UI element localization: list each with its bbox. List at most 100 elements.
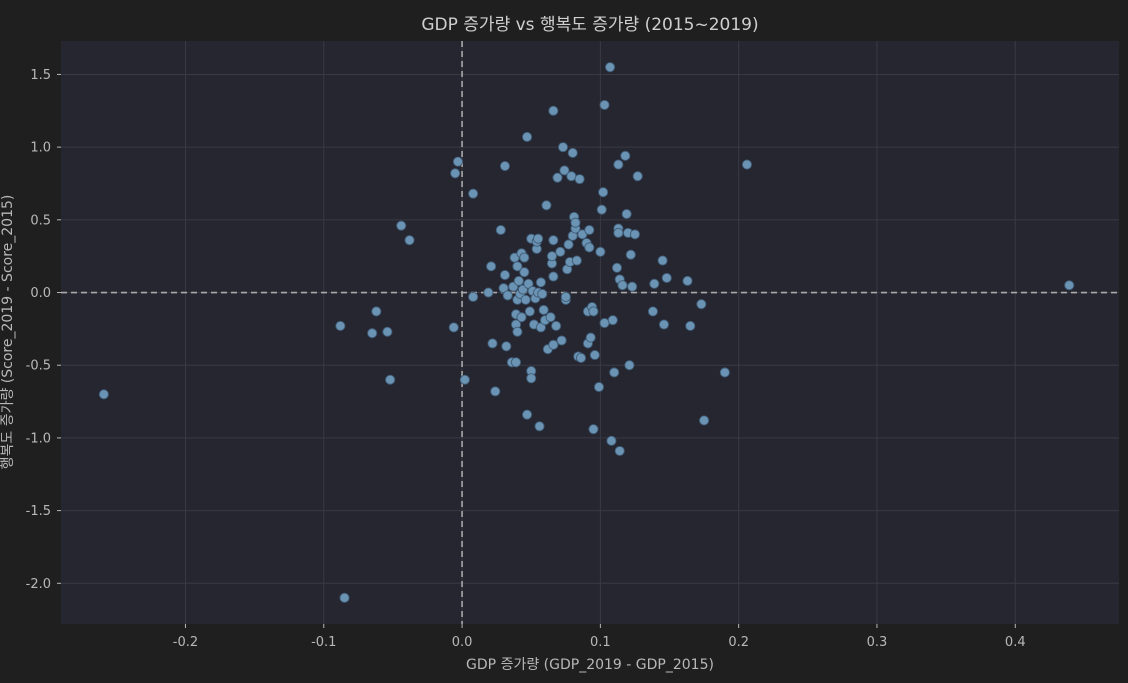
data-point bbox=[584, 224, 595, 236]
data-point bbox=[596, 204, 607, 215]
y-tick-label: -1.5 bbox=[26, 504, 51, 519]
data-point bbox=[519, 252, 530, 263]
y-axis-label: 행복도 증가량 (Score_2019 - Score_2015) bbox=[0, 195, 16, 470]
data-point bbox=[559, 165, 570, 176]
data-point bbox=[574, 174, 585, 185]
data-point bbox=[404, 235, 415, 246]
data-point bbox=[625, 249, 636, 260]
data-points bbox=[98, 62, 1075, 603]
data-point bbox=[385, 374, 396, 385]
data-point bbox=[657, 255, 668, 266]
data-point bbox=[448, 322, 459, 333]
data-point bbox=[487, 338, 498, 349]
data-point bbox=[588, 424, 599, 435]
y-tick-label: 1.0 bbox=[30, 141, 51, 156]
data-point bbox=[595, 246, 606, 257]
data-point bbox=[520, 294, 531, 305]
data-point bbox=[512, 326, 523, 337]
data-point bbox=[570, 217, 581, 228]
data-point bbox=[632, 171, 643, 182]
data-point bbox=[589, 349, 600, 361]
data-point bbox=[606, 435, 617, 446]
x-tick-label: 0.1 bbox=[590, 635, 611, 650]
data-point bbox=[548, 339, 559, 350]
data-point bbox=[620, 150, 631, 161]
data-point bbox=[382, 326, 393, 337]
data-point bbox=[490, 386, 501, 397]
data-point bbox=[566, 171, 577, 182]
data-point bbox=[538, 304, 549, 316]
data-point bbox=[647, 306, 658, 317]
data-point bbox=[483, 287, 494, 298]
reference-lines bbox=[61, 41, 1119, 624]
data-point bbox=[512, 261, 523, 272]
y-tick-label: -2.0 bbox=[26, 577, 51, 592]
data-point bbox=[526, 373, 537, 384]
x-tick-label: 0.4 bbox=[1005, 635, 1026, 650]
data-point bbox=[584, 242, 595, 253]
data-point bbox=[501, 341, 512, 352]
data-point bbox=[627, 281, 638, 292]
data-point bbox=[699, 415, 710, 426]
data-point bbox=[593, 381, 605, 393]
data-point bbox=[682, 275, 693, 286]
data-point bbox=[629, 229, 640, 240]
data-point bbox=[502, 290, 513, 301]
data-point bbox=[557, 142, 569, 153]
data-point bbox=[522, 131, 533, 143]
data-point bbox=[696, 299, 707, 310]
data-point bbox=[533, 233, 544, 244]
data-point bbox=[396, 220, 407, 231]
data-point bbox=[98, 389, 109, 400]
chart-title: GDP 증가량 vs 행복도 증가량 (2015~2019) bbox=[421, 15, 758, 35]
x-axis-label: GDP 증가량 (GDP_2019 - GDP_2015) bbox=[466, 657, 714, 673]
data-point bbox=[499, 270, 510, 281]
data-point bbox=[571, 255, 582, 266]
data-point bbox=[339, 592, 350, 603]
data-point bbox=[599, 99, 610, 111]
data-point bbox=[585, 332, 596, 343]
data-point bbox=[613, 159, 624, 170]
x-tick-label: 0.2 bbox=[728, 635, 749, 650]
data-point bbox=[486, 261, 497, 272]
data-point bbox=[658, 319, 670, 330]
data-point bbox=[609, 367, 620, 378]
x-axis-ticks: -0.2 -0.1 0.0 0.1 0.2 0.3 0.4 bbox=[173, 624, 1026, 650]
y-tick-label: -0.5 bbox=[26, 359, 51, 374]
y-tick-label: -1.0 bbox=[26, 431, 51, 446]
data-point bbox=[621, 208, 632, 220]
data-point bbox=[468, 291, 479, 302]
data-point bbox=[613, 227, 624, 238]
data-point bbox=[371, 306, 382, 317]
data-point bbox=[537, 288, 548, 300]
y-tick-label: 0.5 bbox=[30, 213, 51, 228]
y-tick-label: 1.5 bbox=[30, 68, 51, 83]
data-point bbox=[560, 291, 571, 302]
data-point bbox=[499, 160, 510, 172]
data-point bbox=[555, 246, 566, 257]
data-point bbox=[611, 262, 623, 273]
data-point bbox=[575, 352, 587, 363]
data-point bbox=[1064, 280, 1075, 291]
data-point bbox=[685, 320, 696, 332]
x-tick-label: -0.2 bbox=[173, 635, 198, 650]
data-point bbox=[510, 357, 522, 368]
x-tick-label: 0.3 bbox=[867, 635, 888, 650]
data-point bbox=[614, 445, 625, 457]
data-point bbox=[563, 239, 574, 250]
data-point bbox=[607, 315, 618, 326]
data-point bbox=[617, 280, 628, 291]
data-point bbox=[524, 306, 535, 317]
data-point bbox=[541, 200, 552, 211]
data-point bbox=[516, 312, 527, 323]
data-point bbox=[661, 272, 672, 284]
data-point bbox=[534, 421, 545, 432]
data-point bbox=[548, 105, 559, 116]
data-point bbox=[459, 374, 470, 385]
plot-area bbox=[61, 41, 1119, 624]
data-point bbox=[546, 251, 558, 262]
data-point bbox=[513, 275, 524, 286]
data-point bbox=[535, 277, 546, 288]
data-point bbox=[367, 328, 378, 339]
